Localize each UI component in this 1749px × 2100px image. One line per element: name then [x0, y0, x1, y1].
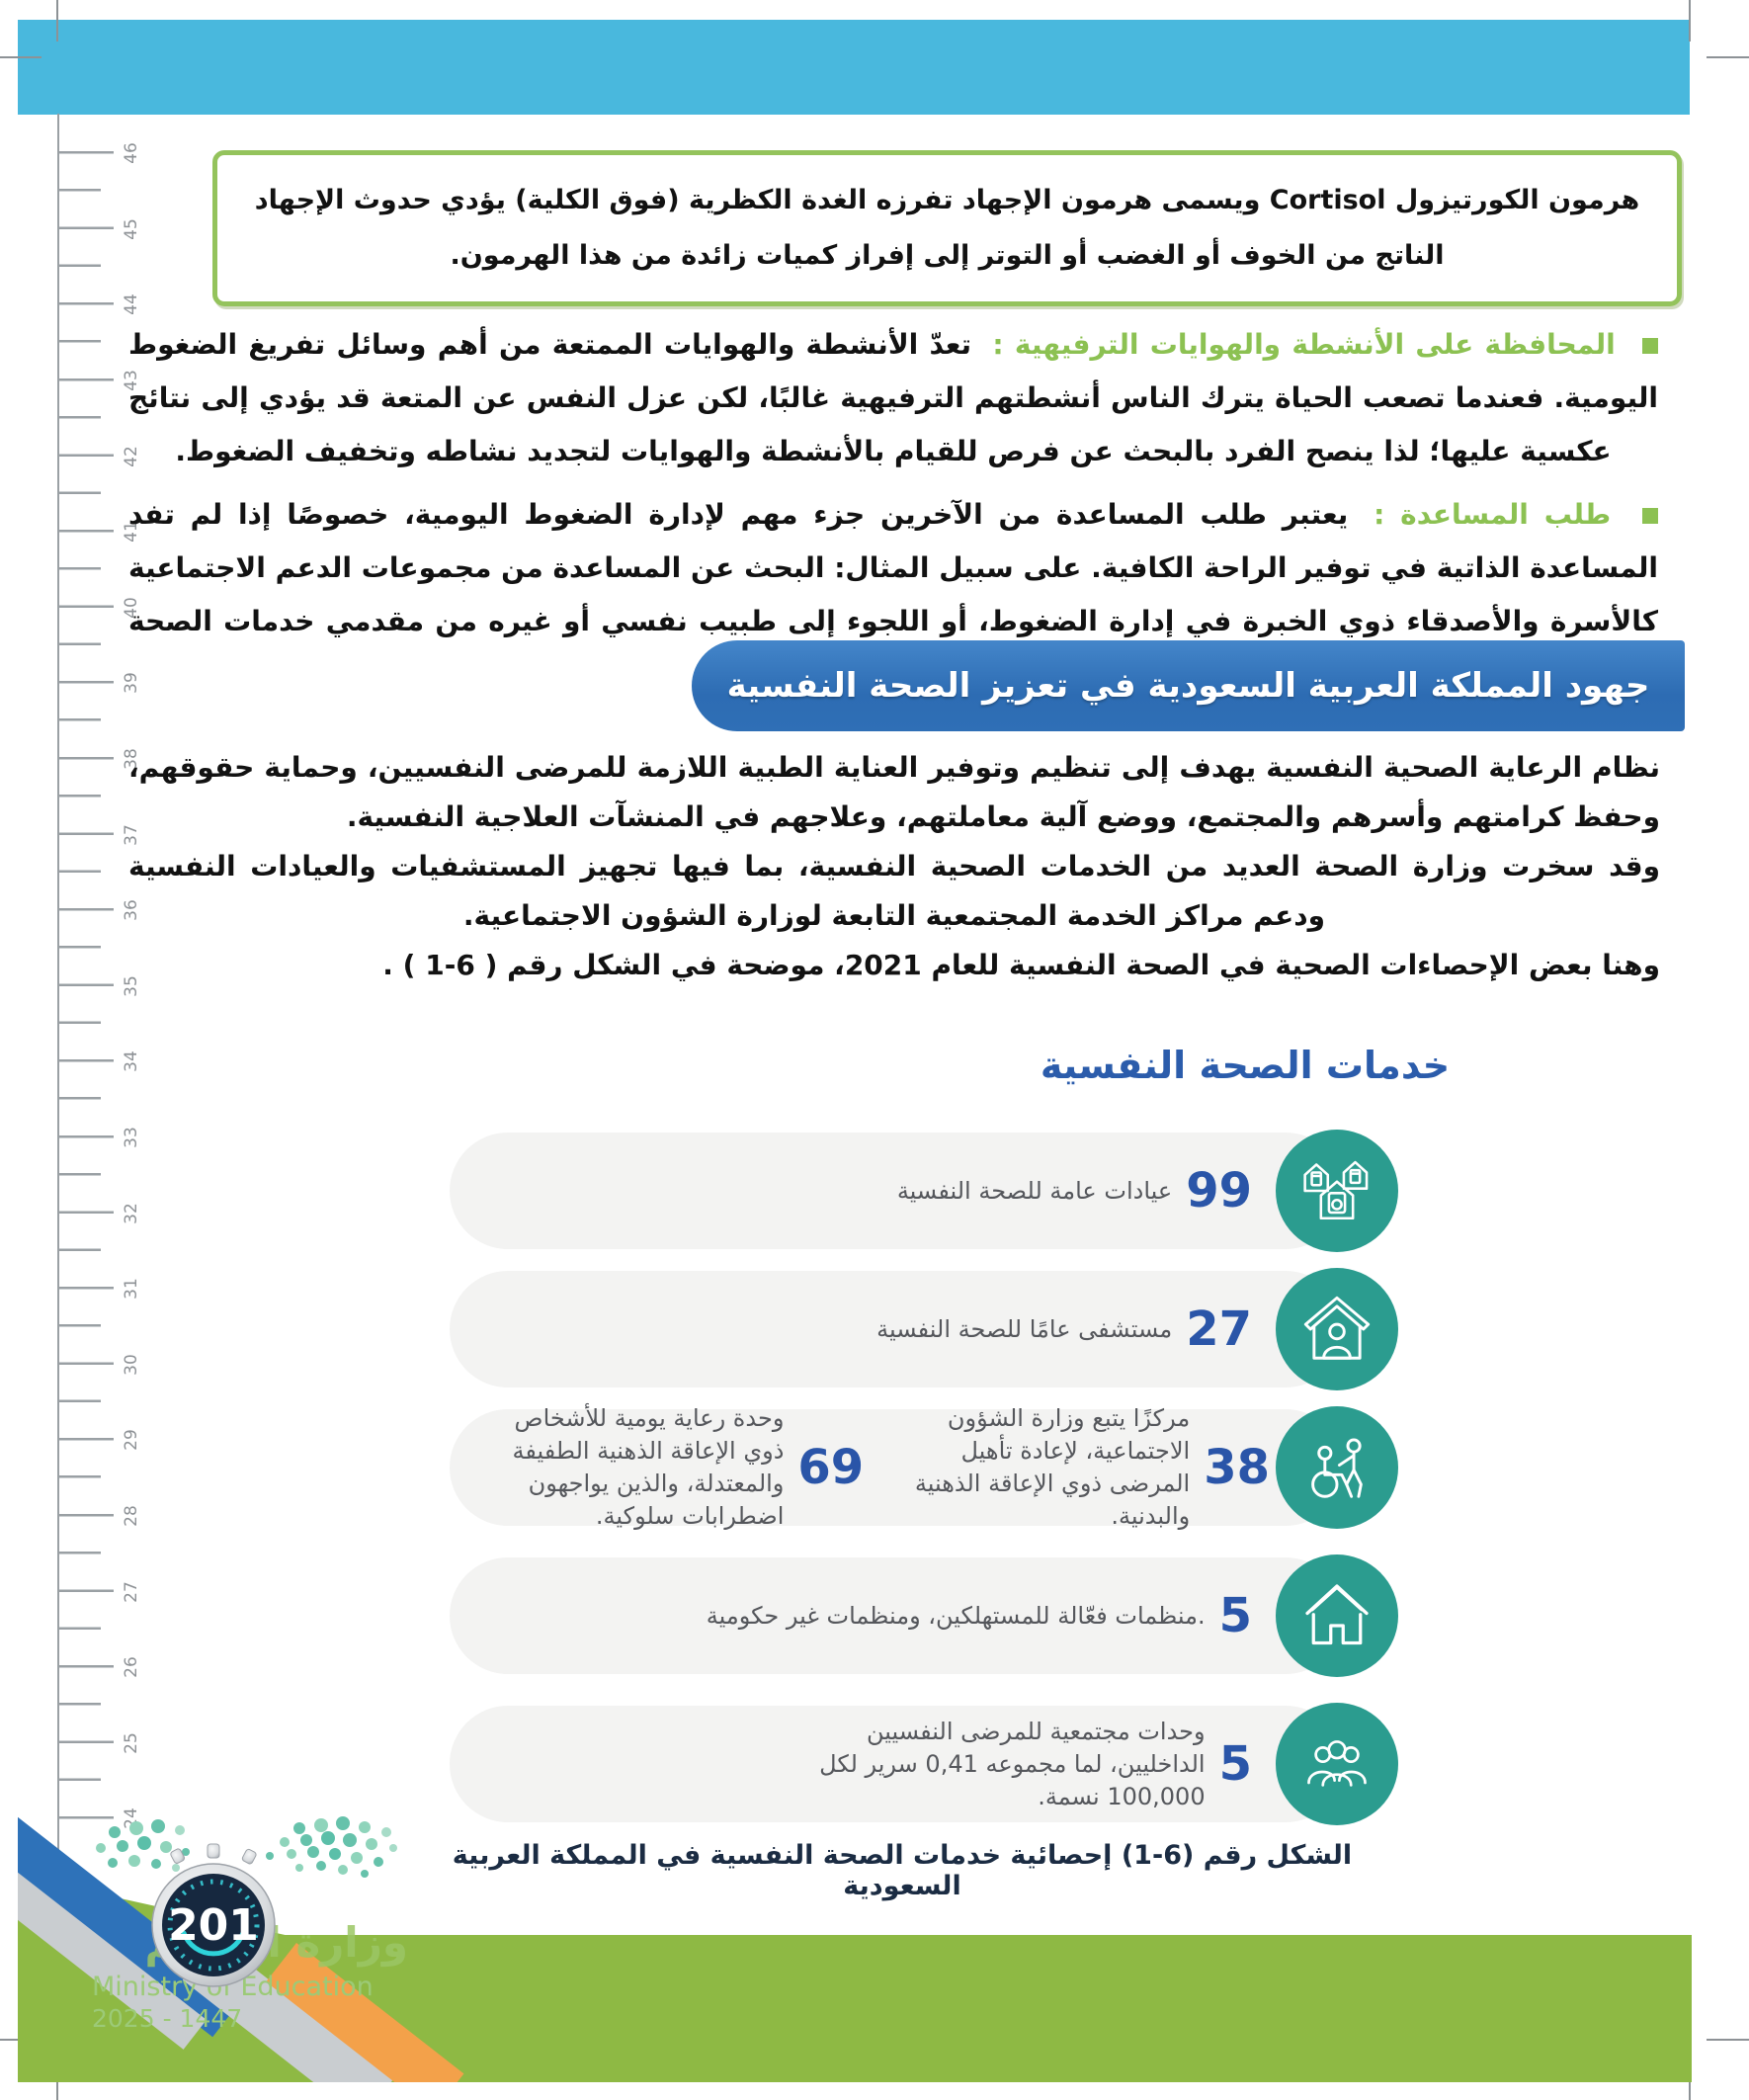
row-value: 27	[1186, 1302, 1252, 1357]
ruler-number: 28	[121, 1505, 141, 1527]
ruler-minor-ticks	[58, 153, 101, 1784]
ruler-number: 30	[121, 1353, 141, 1376]
ruler-number: 26	[121, 1656, 141, 1678]
paragraph: نظام الرعاية الصحية النفسية يهدف إلى تنظ…	[128, 751, 1660, 833]
row-label-2: وحدة رعاية يومية للأشخاص ذوي الإعاقة الذ…	[512, 1404, 785, 1530]
section-banner: جهود المملكة العربية السعودية في تعزيز ا…	[692, 640, 1685, 731]
row-value: 38	[1204, 1440, 1270, 1495]
row-pill	[450, 1271, 1344, 1387]
row-pill	[450, 1706, 1344, 1822]
row-icon-circle	[1276, 1406, 1398, 1529]
ruler-number: 46	[121, 142, 141, 165]
ministry-years: 2025 - 1447	[92, 2004, 243, 2033]
row-label: مستشفى عامًا للصحة النفسية	[876, 1314, 1173, 1343]
paragraph: وقد سخرت وزارة الصحة العديد من الخدمات ا…	[128, 850, 1660, 932]
row-pill	[450, 1133, 1344, 1249]
page-footer: وزارة التعليم Ministry of Education 2025…	[18, 1806, 1692, 2082]
row-pill	[450, 1409, 1344, 1526]
stopwatch-crown-icon	[170, 1843, 257, 1865]
ruler-number: 27	[121, 1580, 141, 1603]
mental-health-services-figure: 99 عيادات عامة للصحة النفسية 27 مستشفى ع…	[450, 1130, 1398, 1825]
row-icon-circle	[1276, 1268, 1398, 1390]
ruler-number: 31	[121, 1278, 141, 1301]
row-label: وحدات مجتمعية للمرضى النفسيين الداخليين،…	[819, 1717, 1206, 1810]
bullet-body: يعتبر طلب المساعدة من الآخرين جزء مهم لإ…	[128, 498, 1658, 691]
bullet-title: المحافظة على الأنشطة والهوايات الترفيهية…	[992, 328, 1616, 361]
top-color-bar	[18, 20, 1690, 115]
row-value: 99	[1186, 1163, 1252, 1218]
bullet-item: طلب المساعدة : يعتبر طلب المساعدة من الآ…	[128, 488, 1658, 702]
bullet-item: المحافظة على الأنشطة والهوايات الترفيهية…	[128, 318, 1659, 478]
figure-title: خدمات الصحة النفسية	[1040, 1044, 1451, 1087]
figure-row: 5 .منظمات فعّالة للمستهلكين، ومنظمات غير…	[450, 1554, 1398, 1677]
crop-mark	[1689, 0, 1691, 42]
bullet-body: تعدّ الأنشطة والهوايات الممتعة من أهم وس…	[128, 328, 1658, 467]
row-icon-circle	[1276, 1703, 1398, 1825]
ruler-number: 29	[121, 1429, 141, 1452]
row-pill	[450, 1557, 1344, 1674]
wheelchair-icon	[1311, 1438, 1363, 1498]
people-group-icon	[1307, 1740, 1367, 1787]
row-value: 5	[1218, 1736, 1252, 1792]
row-value-2: 69	[797, 1440, 865, 1495]
crop-mark	[1707, 2039, 1749, 2041]
row-icon-circle	[1276, 1130, 1398, 1252]
ruler-number: 34	[121, 1050, 141, 1073]
figure-row: 99 عيادات عامة للصحة النفسية	[450, 1130, 1398, 1252]
row-label: مركزًا يتبع وزارة الشؤون الاجتماعية، لإع…	[914, 1404, 1191, 1530]
page-number-stopwatch: 201	[151, 1843, 276, 1987]
crop-mark	[1707, 56, 1749, 58]
row-icon-circle	[1276, 1554, 1398, 1677]
section-banner-title: جهود المملكة العربية السعودية في تعزيز ا…	[726, 666, 1650, 706]
ruler-number: 32	[121, 1202, 141, 1224]
bullet-list: المحافظة على الأنشطة والهوايات الترفيهية…	[128, 318, 1659, 712]
ruler-number: 33	[121, 1127, 141, 1148]
row-label: عيادات عامة للصحة النفسية	[896, 1176, 1173, 1205]
figure-row: 27 مستشفى عامًا للصحة النفسية	[450, 1268, 1398, 1390]
body-paragraphs: نظام الرعاية الصحية النفسية يهدف إلى تنظ…	[128, 743, 1660, 990]
crop-mark	[56, 0, 58, 42]
bullet-square-icon	[1642, 508, 1658, 524]
row-value: 5	[1218, 1588, 1252, 1643]
ruler-number: 45	[121, 218, 141, 240]
ministry-logo-dots-icon	[96, 1816, 397, 1878]
row-label: .منظمات فعّالة للمستهلكين، ومنظمات غير ح…	[706, 1601, 1206, 1630]
crop-mark	[0, 56, 42, 58]
paragraph: وهنا بعض الإحصاءات الصحية في الصحة النفس…	[382, 949, 1660, 981]
info-box-text: هرمون الكورتيزول Cortisol ويسمى هرمون ال…	[254, 185, 1640, 271]
clinics-icon	[1303, 1160, 1369, 1220]
page-number: 201	[168, 1900, 259, 1951]
ruler-number: 25	[121, 1731, 141, 1754]
figure-row: 38 مركزًا يتبع وزارة الشؤون الاجتماعية، …	[450, 1404, 1398, 1530]
figure-caption: الشكل رقم (6-1) إحصائية خدمات الصحة النف…	[452, 1840, 1353, 1901]
cortisol-info-box: هرمون الكورتيزول Cortisol ويسمى هرمون ال…	[212, 150, 1682, 306]
hospital-icon	[1303, 1296, 1371, 1360]
house-icon	[1305, 1584, 1369, 1645]
bullet-title: طلب المساعدة :	[1374, 498, 1612, 531]
figure-row: 5 وحدات مجتمعية للمرضى النفسيين الداخليي…	[450, 1703, 1398, 1825]
bullet-square-icon	[1642, 338, 1659, 354]
